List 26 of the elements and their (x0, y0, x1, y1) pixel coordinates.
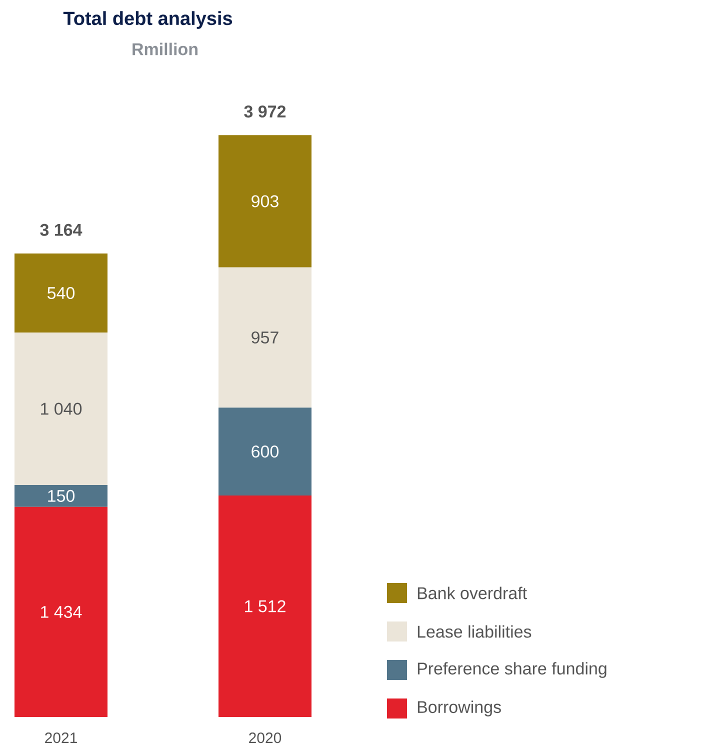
bar (14, 253, 108, 333)
total-label: 3 164 (40, 224, 82, 236)
x-tick-label: 2020 (249, 732, 282, 744)
x-tick-label: 2021 (45, 732, 77, 744)
chart-subtitle: Rmillion (132, 42, 198, 56)
data-label: 540 (47, 287, 75, 300)
chart-title: Total debt analysis (63, 11, 232, 29)
bar (218, 408, 312, 496)
total-label: 3 972 (244, 106, 286, 118)
bar (218, 495, 312, 717)
bar (218, 135, 312, 268)
bar (14, 506, 108, 717)
legend-label: Bank overdraft (418, 586, 527, 600)
data-label: 1 040 (41, 402, 82, 415)
legend-label: Lease liabilities (418, 625, 532, 638)
bar (218, 267, 312, 408)
data-label: 1 434 (41, 606, 82, 618)
bar (14, 484, 108, 507)
data-label: 957 (252, 331, 278, 344)
data-label: 150 (48, 490, 75, 502)
data-label: 600 (252, 446, 279, 458)
bar (14, 332, 108, 485)
data-label: 903 (252, 195, 278, 208)
data-label: 1 512 (245, 600, 286, 612)
legend-label: Borrowings (418, 700, 501, 716)
legend-label: Preference share funding (418, 662, 606, 678)
